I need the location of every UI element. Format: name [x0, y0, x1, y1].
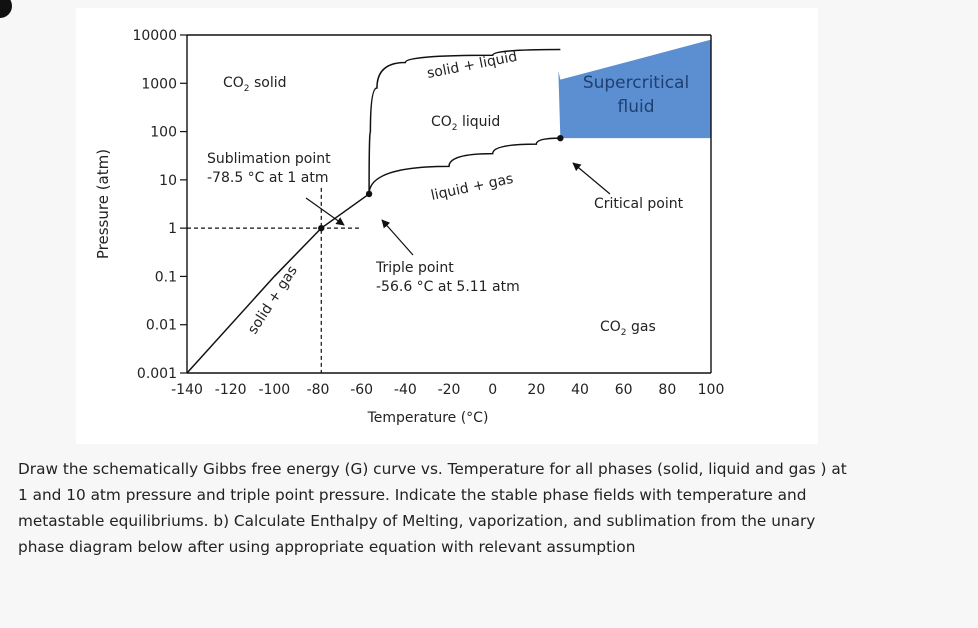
label-co2-gas: CO2 gas	[600, 319, 656, 338]
vaporization-curve	[368, 137, 561, 194]
supercritical-region	[558, 39, 711, 139]
y-tick-label: 1	[168, 221, 177, 237]
melting-curve	[368, 48, 561, 194]
x-tick-label: 80	[658, 382, 676, 398]
sublimation-arrow	[305, 197, 345, 226]
y-tick-label: 10	[159, 173, 177, 189]
critical-point-marker	[557, 134, 564, 142]
x-tick-label: 40	[571, 382, 589, 398]
y-tick-label: 0.1	[155, 269, 177, 285]
y-tick-label: 0.001	[137, 366, 177, 382]
x-axis-title: Temperature (°C)	[367, 410, 489, 426]
x-tick-label: -100	[258, 382, 290, 398]
x-tick-label: -60	[350, 382, 373, 398]
label-liquid-gas: liquid + gas	[430, 171, 515, 204]
label-sublimation-point-line2: -78.5 °C at 1 atm	[207, 170, 328, 186]
label-triple-point-line1: Triple point	[375, 260, 454, 276]
question-line: metastable equilibriums. b) Calculate En…	[18, 512, 816, 530]
label-supercritical-line1: Supercritical	[583, 73, 689, 93]
y-tick-label: 100	[150, 125, 177, 141]
x-tick-label: -40	[394, 382, 417, 398]
question-line: 1 and 10 atm pressure and triple point p…	[18, 486, 807, 504]
sublimation-point-marker	[318, 224, 325, 232]
question-line: phase diagram below after using appropri…	[18, 538, 636, 556]
label-sublimation-point-line1: Sublimation point	[207, 151, 331, 167]
x-tick-label: 100	[698, 382, 725, 398]
y-tick-label: 0.01	[146, 318, 177, 334]
label-solid-liquid: solid + liquid	[426, 49, 519, 82]
x-tick-label: 60	[615, 382, 633, 398]
figure-card: 10000 1000 100 10 1 0.1 0.01 0.001 -140 -120 -100-…	[76, 8, 818, 444]
triple-point-arrow	[381, 219, 414, 256]
x-tick-label: -20	[438, 382, 461, 398]
y-tick-label: 10000	[132, 28, 177, 44]
label-critical-point: Critical point	[594, 196, 684, 212]
y-axis-title: Pressure (atm)	[94, 149, 112, 259]
x-tick-label: -80	[307, 382, 330, 398]
question-line: Draw the schematically Gibbs free energy…	[18, 460, 847, 478]
corner-badge	[0, 0, 12, 18]
triple-point-marker	[365, 190, 373, 198]
x-tick-label: 20	[527, 382, 545, 398]
label-co2-liquid: CO2 liquid	[431, 114, 500, 133]
y-tick-label: 1000	[141, 76, 177, 92]
sublimation-curve	[186, 193, 370, 374]
label-co2-solid: CO2 solid	[223, 75, 287, 94]
label-supercritical-line2: fluid	[618, 97, 655, 117]
x-tick-label: -120	[215, 382, 247, 398]
critical-point-arrow	[572, 162, 611, 195]
x-tick-label: -140	[171, 382, 203, 398]
label-triple-point-line2: -56.6 °C at 5.11 atm	[376, 279, 520, 295]
question-text: Draw the schematically Gibbs free energy…	[18, 456, 888, 560]
x-tick-label: 0	[488, 382, 497, 398]
